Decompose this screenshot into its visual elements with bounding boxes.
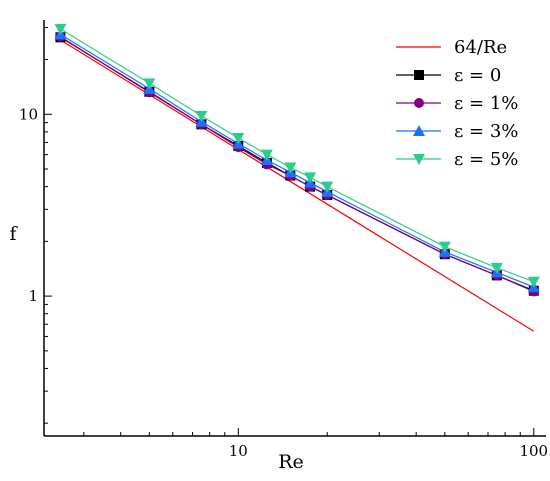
legend-item-3: ε = 3% bbox=[396, 121, 518, 142]
legend-label: ε = 0 bbox=[454, 65, 501, 86]
data-point bbox=[304, 172, 317, 184]
series-line bbox=[54, 36, 535, 332]
x-tick-label: 100 bbox=[519, 442, 548, 460]
series-4 bbox=[54, 23, 540, 288]
legend-marker bbox=[413, 125, 425, 136]
x-tick-label: 10 bbox=[229, 442, 248, 460]
series-0 bbox=[54, 36, 535, 332]
plot-area bbox=[54, 23, 540, 332]
y-axis-label: f bbox=[9, 223, 18, 245]
legend-marker bbox=[414, 70, 424, 80]
x-axis-label: Re bbox=[278, 451, 304, 473]
data-point bbox=[527, 276, 540, 288]
data-point bbox=[490, 262, 503, 274]
legend-item-1: ε = 0 bbox=[396, 65, 501, 86]
legend-item-4: ε = 5% bbox=[396, 149, 518, 170]
legend-item-2: ε = 1% bbox=[396, 93, 518, 114]
legend-label: 64/Re bbox=[454, 37, 507, 58]
legend: 64/Re ε = 0 ε = 1% ε = 3% ε = 5% bbox=[396, 37, 518, 170]
legend-label: ε = 5% bbox=[454, 149, 518, 170]
data-point bbox=[260, 149, 273, 161]
legend-label: ε = 3% bbox=[454, 121, 518, 142]
legend-marker bbox=[414, 98, 424, 108]
legend-item-0: 64/Re bbox=[396, 37, 507, 58]
data-point bbox=[232, 133, 245, 145]
y-tick-label: 10 bbox=[19, 105, 38, 123]
data-point bbox=[143, 78, 156, 90]
data-point bbox=[284, 162, 297, 174]
data-point bbox=[195, 110, 208, 122]
y-tick-label: 1 bbox=[28, 287, 38, 305]
data-point bbox=[54, 23, 67, 35]
legend-label: ε = 1% bbox=[454, 93, 518, 114]
data-point bbox=[321, 181, 334, 193]
data-point bbox=[438, 241, 451, 253]
axes: 10 100 1 10 bbox=[19, 20, 548, 460]
legend-marker bbox=[413, 154, 425, 165]
